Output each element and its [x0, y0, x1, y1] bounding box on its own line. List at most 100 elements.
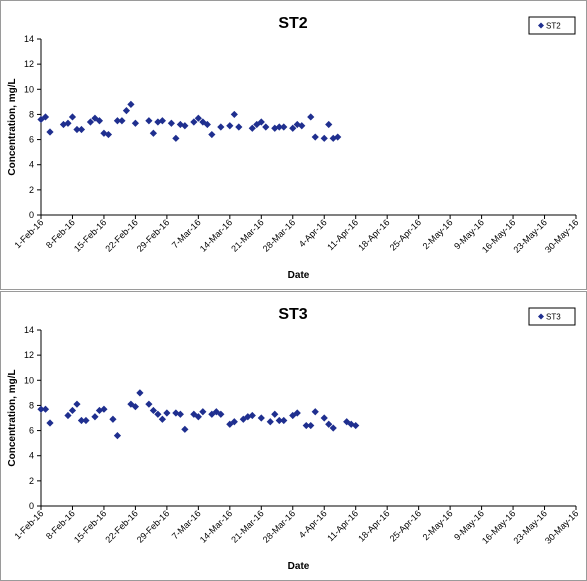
y-tick-label: 8 — [29, 109, 34, 119]
data-point — [329, 134, 337, 142]
y-tick-label: 4 — [29, 451, 34, 461]
data-point — [158, 117, 166, 125]
data-point — [320, 414, 328, 422]
chart-title: ST2 — [278, 15, 307, 32]
x-tick-label: 11-Apr-16 — [325, 508, 360, 543]
x-tick-label: 2-May-16 — [421, 217, 455, 251]
y-tick-label: 6 — [29, 135, 34, 145]
x-tick-label: 1-Feb-16 — [13, 217, 46, 250]
data-point — [271, 410, 279, 418]
data-point — [95, 117, 104, 125]
data-point — [136, 389, 144, 397]
data-point — [235, 123, 243, 131]
legend-label: ST2 — [546, 22, 561, 31]
x-tick-label: 21-Mar-16 — [229, 217, 265, 253]
y-tick-label: 2 — [29, 185, 34, 195]
data-point — [73, 400, 81, 408]
data-point — [230, 418, 238, 426]
y-tick-label: 10 — [24, 375, 34, 385]
chart-panel-st3: ST3 0 2 4 6 8 10 12 14 1-Feb-16 8-Feb-16 15-Feb-16 2… — [0, 291, 587, 581]
data-point — [226, 122, 234, 130]
y-tick-label: 12 — [24, 59, 34, 69]
data-point — [230, 110, 238, 119]
data-point — [167, 119, 175, 127]
data-point — [275, 416, 283, 425]
data-point — [82, 416, 90, 425]
data-point — [145, 117, 153, 125]
x-tick-label: 4-Apr-16 — [297, 508, 329, 540]
y-tick-label: 8 — [29, 400, 34, 410]
y-tick-label: 12 — [24, 350, 34, 360]
y-axis-title: Concentration, mg/L — [7, 369, 18, 466]
x-tick-label: 29-Feb-16 — [135, 508, 171, 544]
data-point — [280, 123, 288, 131]
chart-st2: ST2024681012141-Feb-168-Feb-1615-Feb-162… — [7, 15, 580, 281]
y-tick-label: 14 — [24, 34, 34, 44]
x-tick-label: 22-Feb-16 — [103, 508, 139, 544]
data-point — [280, 416, 288, 425]
data-point — [208, 130, 216, 139]
legend-marker — [538, 313, 544, 320]
data-point — [307, 421, 315, 430]
x-tick-label: 15-Feb-16 — [72, 217, 108, 253]
x-axis-title: Date — [288, 561, 310, 572]
data-point — [131, 119, 140, 127]
data-point — [194, 413, 202, 421]
x-tick-label: 30-May-16 — [543, 217, 580, 254]
data-point — [298, 122, 306, 130]
data-point — [293, 409, 301, 417]
chart-st3: ST3024681012141-Feb-168-Feb-1615-Feb-162… — [7, 306, 580, 572]
data-point — [122, 107, 131, 115]
data-point — [253, 120, 261, 129]
data-point — [248, 411, 256, 420]
data-point — [334, 133, 342, 141]
data-point — [41, 405, 50, 413]
x-tick-label: 4-Apr-16 — [297, 217, 329, 249]
data-point — [289, 124, 297, 132]
x-tick-label: 2-May-16 — [421, 508, 455, 542]
data-point — [181, 122, 189, 130]
data-point — [217, 410, 225, 418]
x-tick-label: 28-Mar-16 — [261, 217, 297, 253]
data-point — [320, 134, 328, 142]
x-tick-label: 25-Apr-16 — [388, 508, 423, 543]
x-tick-label: 14-Mar-16 — [198, 217, 234, 253]
data-point — [118, 117, 126, 125]
data-point — [217, 123, 225, 131]
data-point — [127, 100, 135, 108]
data-point — [257, 414, 265, 422]
data-point — [68, 113, 77, 121]
x-tick-label: 28-Mar-16 — [261, 508, 297, 544]
data-point — [46, 128, 54, 136]
y-tick-label: 14 — [24, 325, 34, 335]
data-point — [68, 406, 77, 415]
data-point — [181, 425, 189, 433]
data-point — [77, 416, 86, 425]
y-tick-label: 10 — [24, 84, 34, 94]
data-point — [352, 421, 360, 430]
y-tick-label: 2 — [29, 476, 34, 486]
legend-box — [528, 307, 576, 326]
data-point — [113, 432, 122, 440]
data-point — [109, 415, 117, 423]
chart-panel-st2: ST2 0 2 4 6 8 10 12 14 1-Feb-16 8-Feb-16 15-Feb-16 2… — [0, 0, 587, 290]
data-point — [262, 123, 270, 131]
x-tick-label: 1-Feb-16 — [13, 508, 46, 541]
data-point — [311, 408, 319, 416]
data-point — [172, 134, 180, 142]
data-point — [145, 400, 153, 408]
y-tick-label: 4 — [29, 160, 34, 170]
chart-title: ST3 — [278, 306, 307, 323]
data-point — [64, 411, 72, 420]
data-point — [194, 114, 202, 122]
data-point — [311, 133, 319, 141]
data-point — [275, 123, 283, 131]
data-point — [41, 113, 50, 121]
x-tick-label: 29-Feb-16 — [135, 217, 171, 253]
data-point — [163, 409, 171, 417]
data-point — [91, 413, 99, 421]
x-tick-label: 21-Mar-16 — [229, 508, 265, 544]
x-tick-label: 15-Feb-16 — [72, 508, 108, 544]
x-tick-label: 22-Feb-16 — [103, 217, 139, 253]
data-point — [176, 410, 184, 418]
